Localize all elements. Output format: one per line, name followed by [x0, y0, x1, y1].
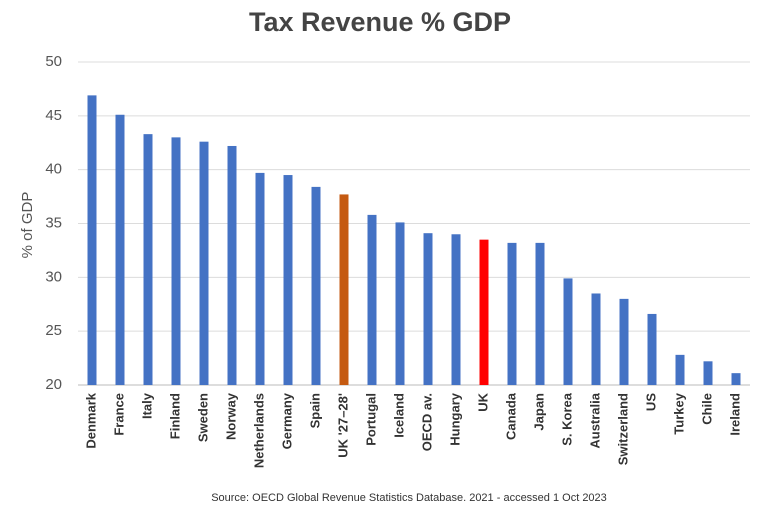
y-tick-label: 40 [45, 161, 62, 178]
bar [647, 313, 657, 385]
x-tick-label: Italy [139, 392, 154, 419]
y-tick-label: 25 [45, 322, 62, 339]
x-tick-label: Iceland [391, 393, 406, 438]
bar [703, 361, 713, 385]
bar [311, 186, 321, 385]
x-tick-label: Japan [531, 393, 546, 431]
x-tick-label: OECD av. [419, 393, 434, 451]
bar [619, 298, 629, 385]
x-tick-label: France [111, 393, 126, 436]
x-tick-label: Chile [699, 393, 714, 425]
bar [115, 114, 125, 386]
bar [675, 354, 685, 385]
bar [367, 214, 377, 385]
x-tick-label: Netherlands [251, 393, 266, 468]
bar [451, 234, 461, 385]
y-tick-label: 45 [45, 107, 62, 124]
y-tick-label: 30 [45, 268, 62, 285]
x-tick-label: Denmark [83, 392, 98, 448]
bar [479, 239, 489, 385]
y-axis-title: % of GDP [19, 192, 36, 259]
chart-title: Tax Revenue % GDP [249, 7, 511, 37]
bar [283, 175, 293, 385]
x-tick-label: Ireland [727, 393, 742, 436]
x-tick-label: Norway [223, 392, 238, 440]
bar [535, 242, 545, 385]
bar [591, 293, 601, 385]
x-tick-label: Switzerland [615, 393, 630, 465]
x-tick-label: Spain [307, 393, 322, 428]
x-tick-label: Portugal [363, 393, 378, 446]
bar [423, 233, 433, 385]
x-tick-label: UK '27–28' [335, 393, 350, 458]
x-tick-label: Sweden [195, 393, 210, 442]
x-tick-label: Germany [279, 392, 294, 449]
bar [143, 134, 153, 385]
bar [339, 194, 349, 385]
x-tick-label: Turkey [671, 392, 686, 434]
x-tick-label: Australia [587, 392, 602, 448]
bar [563, 278, 573, 385]
bar [507, 242, 517, 385]
x-tick-label: Canada [503, 392, 518, 440]
x-tick-label: US [643, 393, 658, 411]
bar [731, 373, 741, 385]
x-tick-label: UK [475, 392, 490, 411]
y-tick-label: 20 [45, 376, 62, 393]
x-tick-label: S. Korea [559, 392, 574, 446]
bar [395, 222, 405, 385]
bar [87, 95, 97, 386]
bar [199, 141, 209, 385]
y-tick-label: 35 [45, 214, 62, 231]
bar [255, 172, 265, 385]
x-tick-label: Hungary [447, 392, 462, 446]
y-tick-label: 50 [45, 53, 62, 70]
x-tick-label: Finland [167, 393, 182, 439]
source-note: Source: OECD Global Revenue Statistics D… [211, 492, 607, 504]
bar [227, 145, 237, 385]
bar [171, 137, 181, 385]
